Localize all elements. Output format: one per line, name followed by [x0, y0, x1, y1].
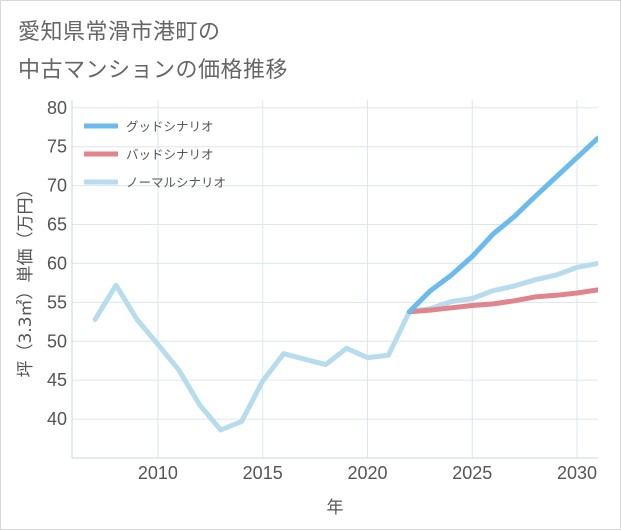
y-tick-label: 50	[47, 331, 67, 351]
legend-good-label: グッドシナリオ	[126, 119, 214, 134]
x-tick-label: 2015	[243, 463, 283, 483]
y-tick-label: 65	[47, 215, 67, 235]
y-axis-title: 坪（3.3㎡）単価（万円）	[16, 180, 36, 377]
x-tick-label: 2010	[138, 463, 178, 483]
legend-normal-label: ノーマルシナリオ	[126, 175, 226, 190]
legend-bad-label: バッドシナリオ	[126, 147, 214, 162]
y-tick-label: 45	[47, 370, 67, 390]
x-tick-label: 2025	[452, 463, 492, 483]
y-tick-label: 75	[47, 137, 67, 157]
y-tick-label: 40	[47, 409, 67, 429]
line-chart: 404550556065707580 2010 2015 2020 2025 2030 …	[0, 0, 621, 530]
y-tick-label: 70	[47, 176, 67, 196]
x-axis-title: 年	[327, 498, 344, 518]
y-axis-ticks: 40 45 50 55 60 65 70 75 80	[47, 98, 67, 429]
x-axis-ticks: 2010 2015 2020 2025 2030	[138, 463, 597, 483]
x-tick-label: 2020	[347, 463, 387, 483]
x-tick-label: 2030	[557, 463, 597, 483]
y-tick-label: 60	[47, 253, 67, 273]
y-tick-label: 55	[47, 292, 67, 312]
y-tick-label: 80	[47, 98, 67, 118]
